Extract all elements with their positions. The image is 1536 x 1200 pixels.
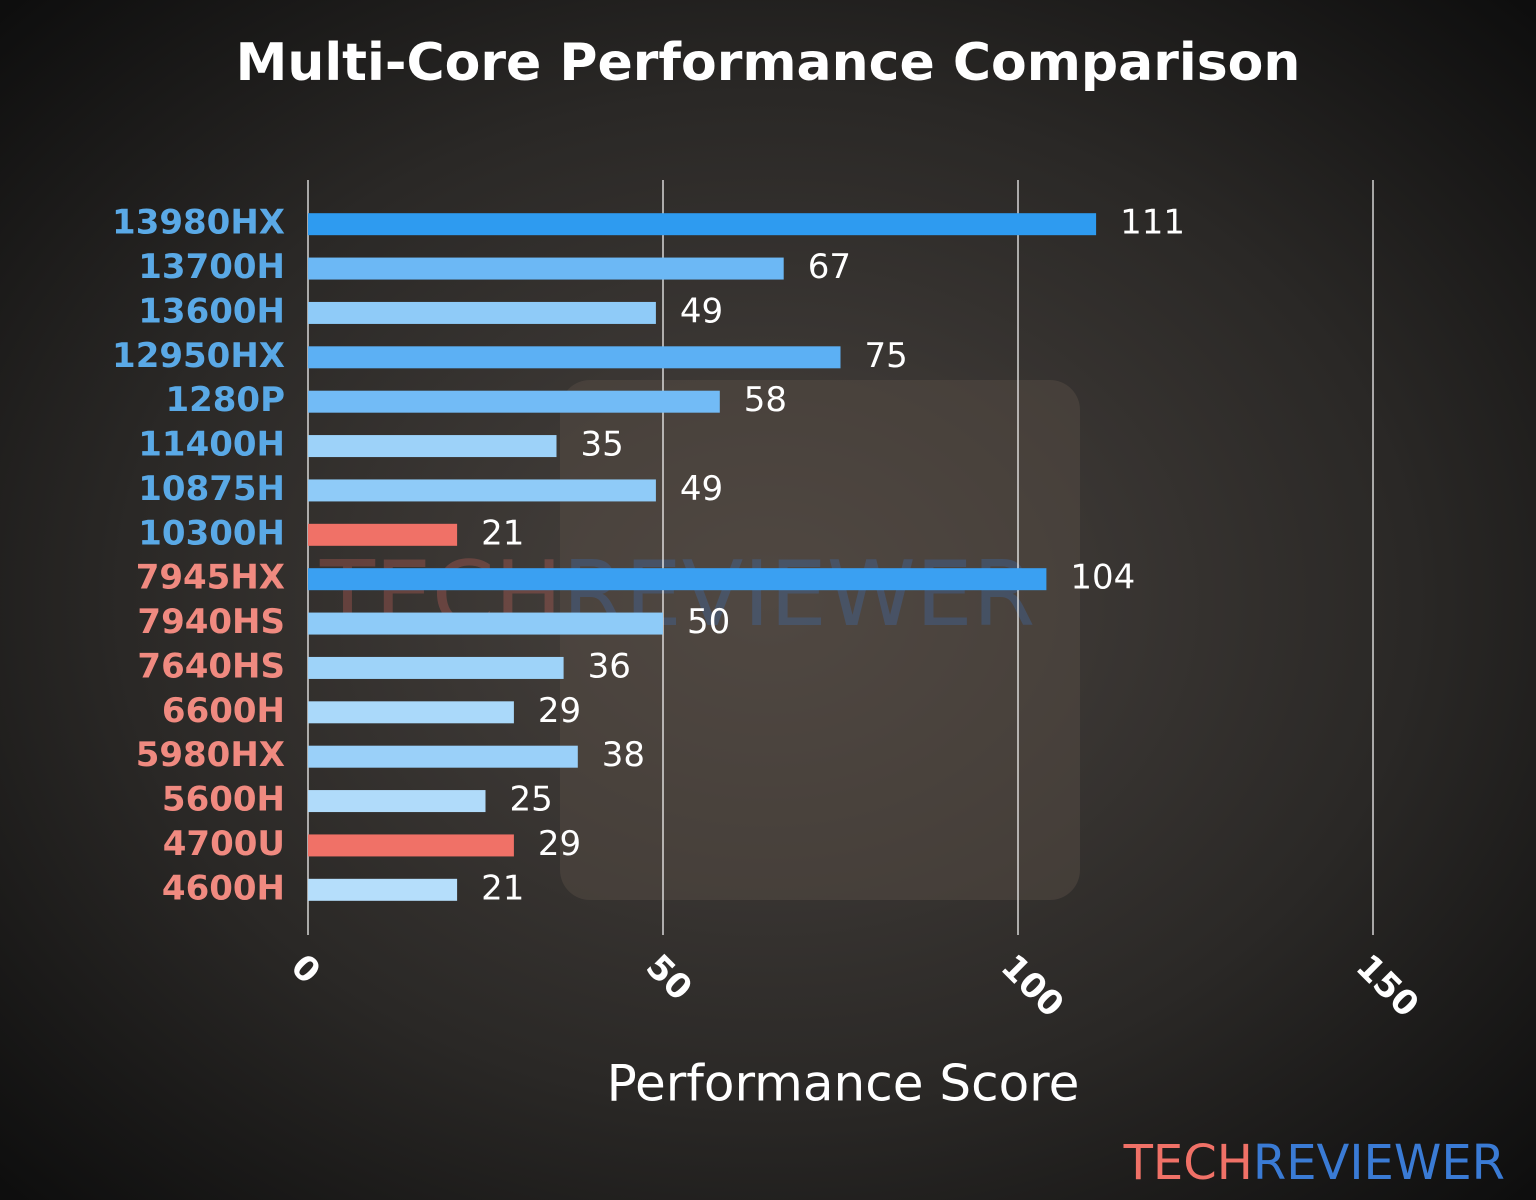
y-tick-label: 10875H: [138, 469, 285, 509]
value-label: 25: [510, 780, 553, 820]
bar: [308, 656, 564, 679]
bar: [308, 834, 514, 857]
bar: [308, 213, 1097, 236]
y-tick-label: 5600H: [162, 780, 285, 820]
y-tick-label: 4700U: [163, 824, 285, 864]
y-tick-label: 7940HS: [137, 602, 285, 642]
value-label: 67: [808, 247, 851, 287]
value-label: 75: [865, 336, 908, 376]
value-label: 49: [680, 291, 723, 331]
y-tick-label: 5980HX: [136, 735, 285, 775]
value-label: 29: [538, 691, 581, 731]
y-tick-label: 7945HX: [136, 558, 285, 598]
chart-title: Multi-Core Performance Comparison: [236, 33, 1301, 93]
bar: [308, 257, 784, 280]
value-label: 35: [581, 425, 624, 465]
y-tick-label: 13980HX: [112, 203, 285, 243]
value-label: 21: [481, 868, 524, 908]
logo-right: REVIEWER: [1253, 1135, 1505, 1191]
value-label: 111: [1120, 203, 1185, 243]
y-tick-label: 13600H: [138, 291, 285, 331]
bar: [308, 878, 458, 901]
x-axis-label: Performance Score: [607, 1055, 1080, 1113]
y-tick-label: 4600H: [162, 868, 285, 908]
bar: [308, 523, 458, 546]
bar: [308, 435, 557, 458]
bar: [308, 390, 720, 413]
y-tick-label: 12950HX: [112, 336, 285, 376]
value-label: 50: [687, 602, 730, 642]
y-tick-label: 13700H: [138, 247, 285, 287]
value-label: 29: [538, 824, 581, 864]
bar: [308, 612, 663, 635]
value-label: 58: [744, 380, 787, 420]
bar: [308, 301, 656, 324]
bar: [308, 568, 1047, 591]
logo: TECHREVIEWER: [1123, 1135, 1505, 1191]
bar: [308, 479, 656, 502]
value-label: 36: [588, 646, 631, 686]
cpu-backdrop: [560, 380, 1080, 900]
y-tick-label: 6600H: [162, 691, 285, 731]
y-tick-label: 10300H: [138, 513, 285, 553]
bar: [308, 701, 514, 724]
logo-left: TECH: [1123, 1135, 1253, 1191]
y-tick-label: 7640HS: [137, 646, 285, 686]
bar: [308, 745, 578, 768]
bar: [308, 346, 841, 369]
value-label: 21: [481, 513, 524, 553]
y-tick-label: 11400H: [138, 425, 285, 465]
value-label: 104: [1070, 558, 1135, 598]
value-label: 49: [680, 469, 723, 509]
value-label: 38: [602, 735, 645, 775]
y-tick-label: 1280P: [165, 380, 285, 420]
bar: [308, 790, 486, 813]
